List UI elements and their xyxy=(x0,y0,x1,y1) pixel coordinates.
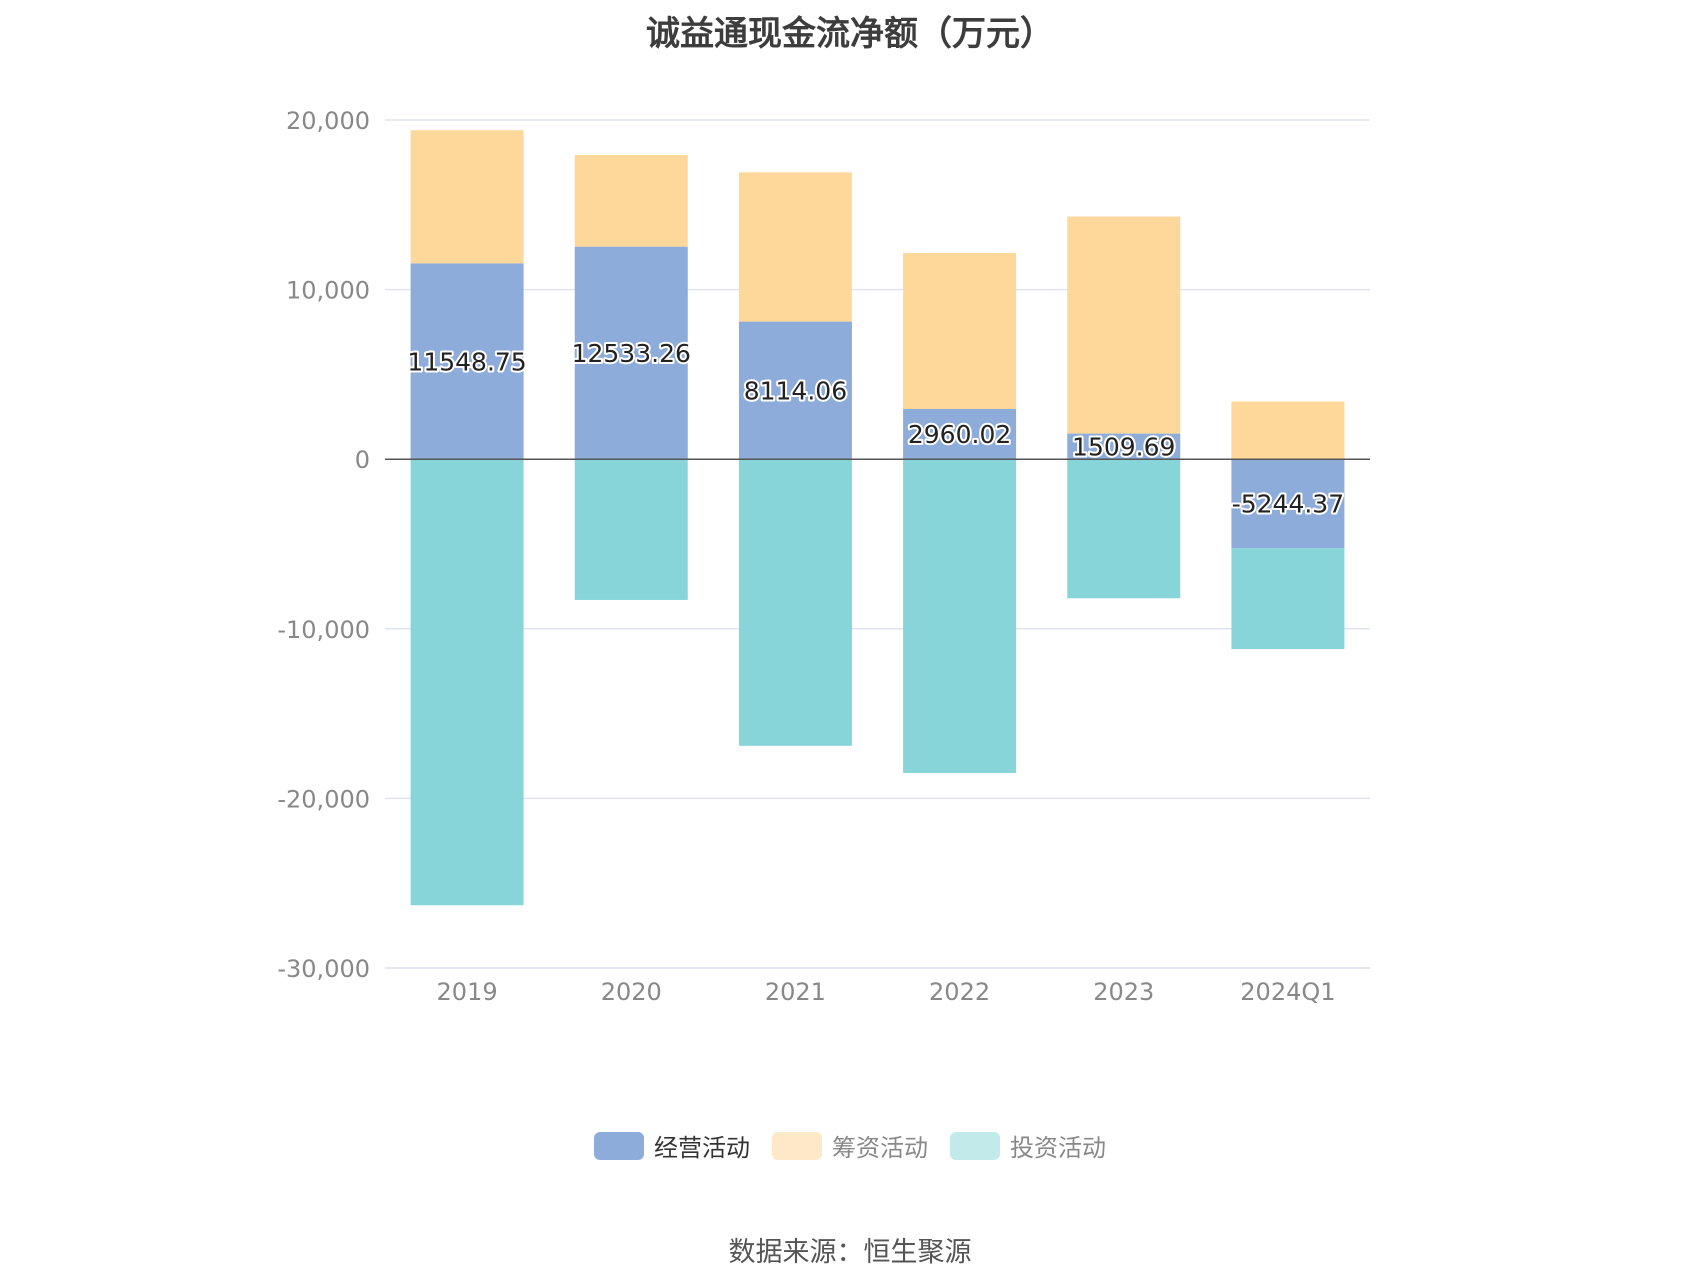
legend-item-operating[interactable]: 经营活动 xyxy=(594,1128,750,1163)
bar-financing xyxy=(410,130,524,264)
legend-swatch-investing xyxy=(950,1131,1000,1160)
x-tick-label: 2024Q1 xyxy=(1240,978,1335,1006)
chart-title: 诚益通现金流净额（万元） xyxy=(646,14,1054,54)
y-tick-label: 10,000 xyxy=(286,277,370,305)
y-tick-label: -20,000 xyxy=(277,785,370,813)
data-label: 12533.26 xyxy=(572,339,691,368)
bar-investing xyxy=(1067,459,1181,599)
bar-operating xyxy=(903,408,1017,460)
bar-investing xyxy=(410,459,524,906)
data-label: 8114.06 xyxy=(744,376,847,405)
bar-operating xyxy=(410,263,524,460)
y-tick-label: 20,000 xyxy=(286,107,370,135)
y-tick-label: 0 xyxy=(355,446,370,474)
legend-label-investing: 投资活动 xyxy=(1010,1134,1106,1162)
legend-item-financing[interactable]: 筹资活动 xyxy=(772,1128,928,1163)
bar-financing xyxy=(1067,216,1181,434)
bar-financing xyxy=(1231,401,1345,460)
x-tick-label: 2020 xyxy=(601,978,662,1006)
legend-item-investing[interactable]: 投资活动 xyxy=(950,1128,1106,1163)
legend-label-operating: 经营活动 xyxy=(654,1134,750,1162)
legend-label-financing: 筹资活动 xyxy=(832,1134,928,1162)
bar-financing xyxy=(738,172,852,322)
legend-swatch-financing xyxy=(772,1131,822,1160)
y-tick-label: -10,000 xyxy=(277,616,370,644)
x-axis-ticks: 2019 2020 2021 2022 2023 2024Q1 xyxy=(437,978,1336,1006)
x-tick-label: 2019 xyxy=(437,978,498,1006)
y-axis-ticks: 20,000 10,000 0 -10,000 -20,000 -30,000 xyxy=(277,107,370,983)
x-tick-label: 2023 xyxy=(1093,978,1154,1006)
bar-operating xyxy=(574,246,688,460)
data-source-note: 数据来源：恒生聚源 xyxy=(728,1237,972,1268)
bar-operating xyxy=(1231,459,1345,549)
data-label: -5244.37 xyxy=(1232,490,1344,519)
bar-investing xyxy=(903,459,1017,773)
y-tick-label: -30,000 xyxy=(277,955,370,983)
legend: 经营活动 筹资活动 投资活动 xyxy=(0,1128,1700,1163)
bar-investing xyxy=(1231,548,1345,650)
data-label: 1509.69 xyxy=(1072,432,1175,461)
bars xyxy=(410,130,1345,906)
grid-lines xyxy=(385,119,1370,969)
bar-operating xyxy=(1067,433,1181,460)
bar-investing xyxy=(738,459,852,746)
x-tick-label: 2021 xyxy=(765,978,826,1006)
data-label: 11548.75 xyxy=(407,347,526,376)
x-tick-label: 2022 xyxy=(929,978,990,1006)
legend-swatch-operating xyxy=(594,1131,644,1160)
bar-financing xyxy=(574,155,688,247)
bar-financing xyxy=(903,252,1017,409)
zero-line xyxy=(385,458,1370,969)
data-labels: 11548.75 12533.26 8114.06 2960.02 1509.69 -52… xyxy=(405,337,1346,521)
bar-investing xyxy=(574,459,688,600)
bar-operating xyxy=(738,321,852,460)
data-label: 2960.02 xyxy=(908,420,1011,449)
